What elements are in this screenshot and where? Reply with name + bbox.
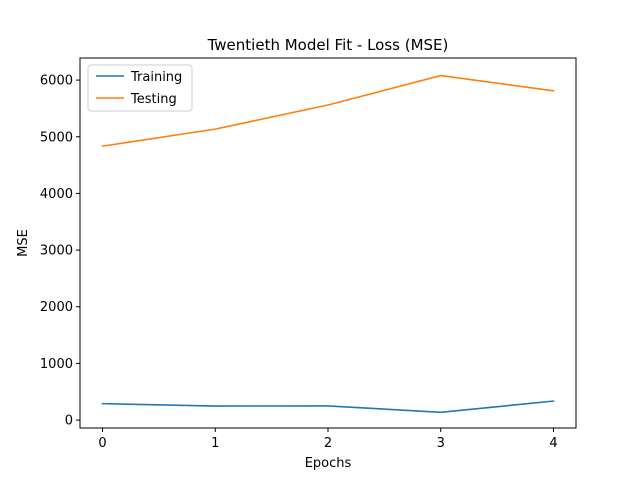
- y-tick-label: 1000: [40, 357, 73, 372]
- series-line-training: [101, 400, 555, 414]
- y-tick-label: 5000: [40, 130, 73, 145]
- x-tick-label: 0: [98, 436, 106, 451]
- y-tick-label: 0: [65, 414, 73, 429]
- series-lines: [101, 74, 555, 414]
- legend: Training Testing: [87, 64, 193, 112]
- y-axis-label: MSE: [16, 229, 31, 257]
- x-tick-label: 1: [211, 436, 219, 451]
- x-axis: 0 1 2 3 4: [98, 428, 558, 451]
- legend-label-testing: Testing: [130, 92, 177, 107]
- x-tick-label: 3: [437, 436, 445, 451]
- chart-title: Twentieth Model Fit - Loss (MSE): [207, 36, 449, 54]
- y-tick-label: 6000: [40, 74, 73, 89]
- y-axis: 0 1000 2000 3000 4000 5000 6000: [40, 74, 80, 429]
- legend-label-training: Training: [130, 70, 182, 85]
- plot-area: 0 1000 2000 3000 4000 5000 6000 0 1 2 3 4: [40, 57, 577, 451]
- x-tick-label: 2: [324, 436, 332, 451]
- y-tick-label: 3000: [40, 244, 73, 259]
- series-line-testing: [101, 74, 555, 148]
- y-tick-label: 4000: [40, 187, 73, 202]
- y-tick-label: 2000: [40, 300, 73, 315]
- x-axis-label: Epochs: [305, 456, 352, 471]
- x-tick-label: 4: [549, 436, 557, 451]
